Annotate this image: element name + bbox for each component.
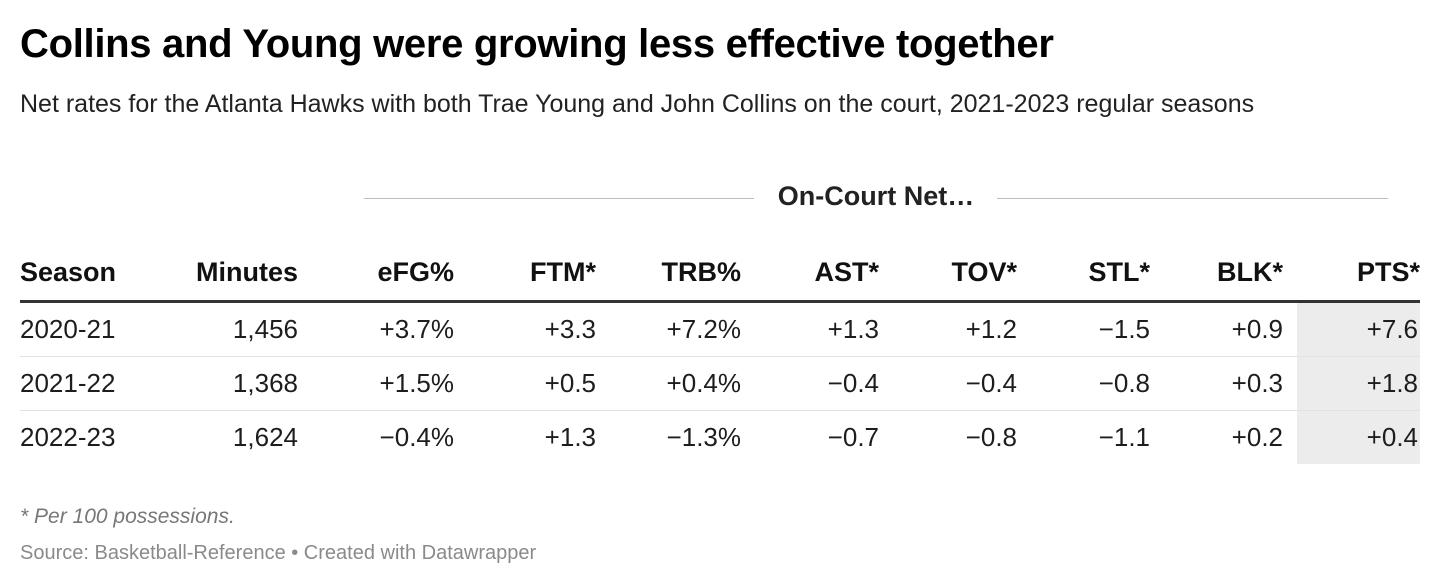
cell-blk: +0.9 — [1164, 301, 1297, 357]
column-header-ftm: FTM* — [468, 244, 610, 303]
cell-ftm: +1.3 — [544, 422, 596, 452]
cell-tov: −0.4 — [893, 356, 1031, 411]
column-header-minutes: Minutes — [160, 244, 312, 303]
group-header-rule-left — [364, 198, 754, 199]
column-header-blk: BLK* — [1164, 244, 1297, 303]
column-header-pts: PTS* — [1297, 244, 1420, 303]
stats-table: Season Minutes eFG% FTM* TRB% AST* TOV* … — [20, 244, 1420, 464]
cell-minutes: 1,368 — [160, 356, 312, 411]
cell-ast: +1.3 — [755, 301, 893, 357]
cell-minutes: 1,456 — [160, 301, 312, 357]
cell-ast: −0.4 — [755, 356, 893, 411]
cell-trb: −1.3% — [666, 422, 741, 452]
table-row: 2021-22 1,368 +1.5% +0.5 +0.4% −0.4 −0.4… — [20, 356, 1420, 411]
cell-pts: +7.6 — [1297, 301, 1420, 357]
table-row: 2022-23 1,624 −0.4% +1.3 −1.3% −0.7 −0.8… — [20, 410, 1420, 464]
chart-title: Collins and Young were growing less effe… — [20, 22, 1054, 66]
group-header-rule-right — [997, 198, 1388, 199]
cell-stl: −0.8 — [1031, 356, 1164, 411]
cell-efg: +3.7% — [312, 301, 468, 357]
cell-stl: −1.1 — [1098, 422, 1150, 452]
cell-pts: +1.8 — [1297, 356, 1420, 411]
cell-efg: −0.4% — [379, 422, 454, 452]
cell-trb: +7.2% — [610, 301, 755, 357]
cell-season: 2020-21 — [20, 301, 160, 357]
cell-ftm: +3.3 — [468, 301, 610, 357]
footnote: * Per 100 possessions. — [20, 505, 235, 528]
cell-tov: +1.2 — [893, 301, 1031, 357]
column-header-efg: eFG% — [312, 244, 468, 303]
cell-stl: −1.5 — [1031, 301, 1164, 357]
column-header-ast: AST* — [755, 244, 893, 303]
cell-ast: −0.7 — [827, 422, 879, 452]
cell-ftm: +0.5 — [468, 356, 610, 411]
header-row: Season Minutes eFG% FTM* TRB% AST* TOV* … — [20, 244, 1420, 303]
column-header-tov: TOV* — [893, 244, 1031, 303]
cell-efg: +1.5% — [312, 356, 468, 411]
chart-subtitle: Net rates for the Atlanta Hawks with bot… — [20, 90, 1255, 118]
cell-blk: +0.2 — [1231, 422, 1283, 452]
cell-pts: +0.4 — [1297, 410, 1420, 464]
cell-minutes: 1,624 — [232, 422, 298, 452]
cell-season: 2021-22 — [20, 356, 160, 411]
cell-trb: +0.4% — [610, 356, 755, 411]
column-header-trb: TRB% — [610, 244, 755, 303]
source-credit: Source: Basketball-Reference • Created w… — [20, 542, 537, 564]
on-court-net-group-header: On-Court Net… — [364, 181, 1388, 217]
table-row: 2020-21 1,456 +3.7% +3.3 +7.2% +1.3 +1.2… — [20, 301, 1420, 357]
cell-blk: +0.3 — [1164, 356, 1297, 411]
cell-season: 2022-23 — [20, 422, 116, 452]
column-header-stl: STL* — [1031, 244, 1164, 303]
cell-tov: −0.8 — [965, 422, 1017, 452]
column-header-season: Season — [20, 244, 160, 303]
group-header-label: On-Court Net… — [777, 181, 975, 211]
